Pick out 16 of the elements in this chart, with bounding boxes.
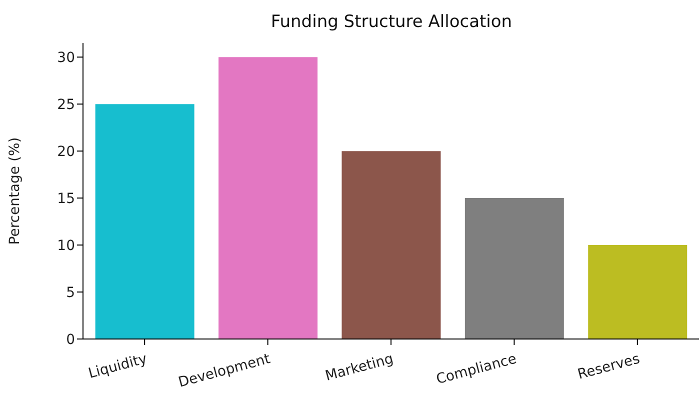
- chart-title: Funding Structure Allocation: [270, 12, 514, 32]
- bar: [218, 57, 318, 339]
- x-tick-label: Liquidity: [86, 351, 149, 382]
- y-tick-label: 25: [57, 97, 75, 114]
- bar: [464, 198, 564, 339]
- y-axis-title: Percentage (%): [6, 137, 23, 245]
- y-tick-label: 15: [57, 191, 75, 208]
- bar: [95, 104, 194, 339]
- y-tick-label: 10: [57, 238, 75, 254]
- bar: [342, 151, 441, 339]
- y-tick-label: 30: [57, 50, 75, 66]
- x-tick-label: Reserves: [576, 351, 642, 383]
- y-tick-label: 5: [66, 284, 75, 301]
- bar: [588, 245, 688, 339]
- y-tick-label: 0: [66, 332, 75, 348]
- y-tick-label: 20: [57, 144, 75, 160]
